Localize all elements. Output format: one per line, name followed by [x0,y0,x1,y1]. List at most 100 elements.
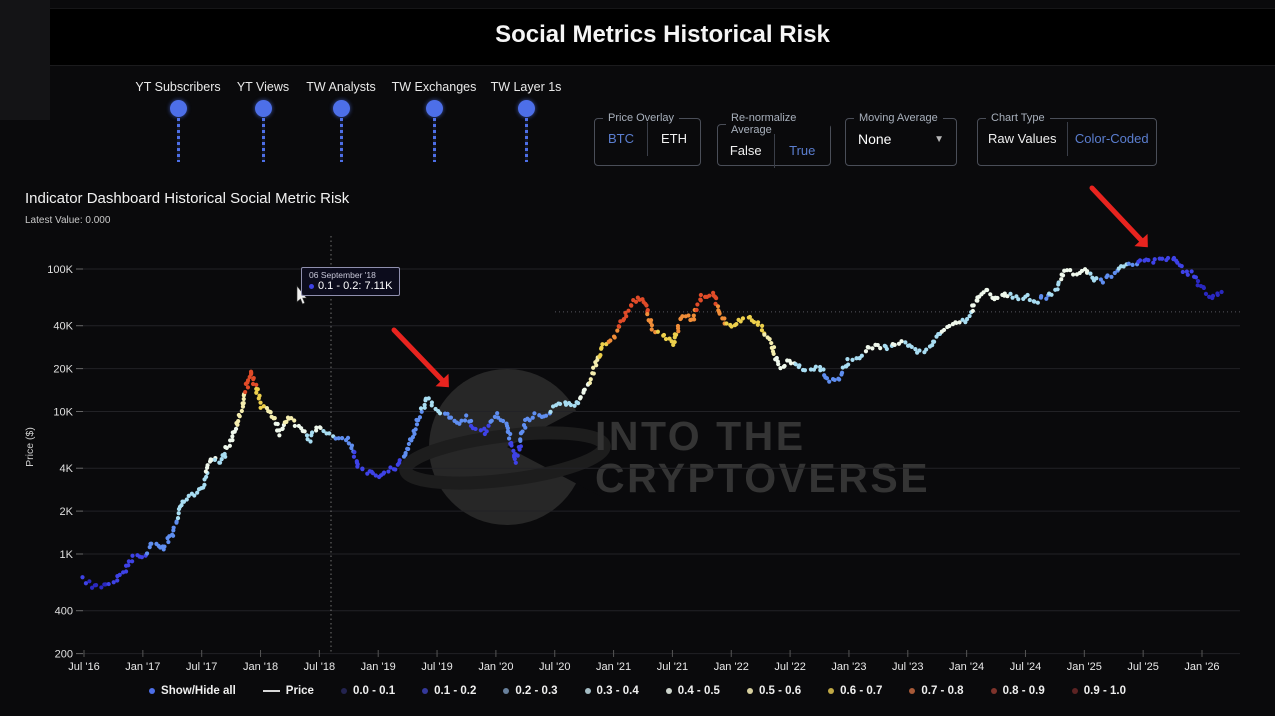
slider-label: YT Subscribers [135,80,221,94]
x-tick-label: Jul '18 [304,661,335,673]
y-tick-label: 100K [47,264,73,276]
chart-legend: Show/Hide all Price 0.0 - 0.1 0.1 - 0.2 0.2 … [0,685,1275,697]
red-arrow-annotation [391,327,449,388]
legend-label: 0.2 - 0.3 [515,685,558,697]
slider-label: TW Analysts [306,80,376,94]
legend-label: 0.5 - 0.6 [758,685,802,697]
slider-label: TW Layer 1s [490,80,562,94]
hover-tooltip: 06 September '18 0.1 - 0.2: 7.11K [301,267,401,296]
slider-knob[interactable] [169,100,187,117]
y-tick-label: 40K [53,321,73,333]
legend-band-0.8-0.9[interactable]: 0.8 - 0.9 [990,685,1045,697]
raw-values-button[interactable]: Raw Values [988,131,1057,146]
plot-area[interactable] [80,235,1240,655]
legend-label: 0.1 - 0.2 [434,685,477,697]
legend-label: 0.9 - 1.0 [1083,685,1126,697]
legend-dot-icon [340,688,347,694]
chart-type-legend: Chart Type [991,112,1045,124]
eth-button[interactable]: ETH [661,131,687,146]
watermark-text: INTO THE [595,413,806,459]
moving-average-dropdown[interactable]: None ▼ [846,124,956,154]
legend-band-0.9-1.0[interactable]: 0.9 - 1.0 [1071,685,1126,697]
legend-label: 0.3 - 0.4 [596,685,639,697]
x-tick-label: Jan '18 [243,661,278,673]
renormalize-false-button[interactable]: False [729,143,762,158]
watermark-text: CRYPTOVERSE [595,455,930,501]
price-series [80,255,1224,590]
slider-knob[interactable] [517,100,535,117]
divider [773,134,775,168]
slider-track[interactable] [432,118,436,162]
x-tick-label: Jan '20 [478,661,513,673]
x-tick-label: Jan '21 [596,661,631,673]
tooltip-date: 06 September '18 [309,270,376,280]
chart-title: Indicator Dashboard Historical Social Me… [25,190,350,207]
y-tick-label: 1K [60,549,74,561]
moving-average-group: Moving Average None ▼ [845,112,957,166]
chevron-down-icon: ▼ [934,133,944,145]
legend-band-0.4-0.5[interactable]: 0.4 - 0.5 [665,685,720,697]
legend-dot-icon [584,688,591,694]
legend-band-0.1-0.2[interactable]: 0.1 - 0.2 [422,685,476,697]
divider [1066,122,1068,156]
x-tick-label: Jan '24 [949,661,984,673]
divider [647,122,648,156]
btc-button[interactable]: BTC [608,131,634,146]
legend-band-0.6-0.7[interactable]: 0.6 - 0.7 [828,685,882,697]
legend-band-0.0-0.1[interactable]: 0.0 - 0.1 [340,685,395,697]
legend-line-icon [262,690,280,692]
slider-track[interactable] [261,118,265,162]
watermark: INTO THECRYPTOVERSE [399,369,930,525]
page-title: Social Metrics Historical Risk [495,21,830,48]
slider-knob[interactable] [254,100,272,117]
slider-track[interactable] [339,118,343,162]
chart-type-group: Chart Type Raw Values Color-Coded [977,112,1157,166]
red-arrow-annotation [1089,185,1148,248]
legend-show-hide-all[interactable]: Show/Hide all [149,685,236,697]
tooltip-series-dot [309,283,314,289]
legend-band-0.3-0.4[interactable]: 0.3 - 0.4 [584,685,639,697]
legend-label: 0.8 - 0.9 [1002,685,1045,697]
y-axis-title: Price ($) [24,427,36,467]
slider-knob[interactable] [425,100,443,117]
y-tick-label: 200 [55,649,73,661]
slider-track[interactable] [524,118,528,162]
legend-price[interactable]: Price [262,685,314,697]
x-tick-label: Jul '24 [1010,661,1041,673]
x-tick-label: Jul '19 [421,661,452,673]
slider-tw-exchanges: TW Exchanges [374,80,494,162]
legend-dot-icon [665,688,672,694]
legend-band-0.7-0.8[interactable]: 0.7 - 0.8 [909,685,964,697]
header-bar: Social Metrics Historical Risk [50,8,1275,66]
legend-label: 0.6 - 0.7 [840,685,883,697]
legend-label: 0.4 - 0.5 [677,685,720,697]
moving-average-legend: Moving Average [859,112,938,124]
x-tick-label: Jul '22 [774,661,805,673]
legend-band-0.5-0.6[interactable]: 0.5 - 0.6 [746,685,802,697]
renormalize-true-button[interactable]: True [789,143,816,158]
x-tick-label: Jan '17 [125,661,160,673]
legend-dot-icon [909,688,916,694]
color-coded-button[interactable]: Color-Coded [1074,131,1149,146]
legend-label: Price [285,685,314,697]
x-tick-label: Jan '25 [1067,661,1102,673]
x-tick-label: Jul '20 [539,661,570,673]
legend-dot-icon [503,688,510,694]
tooltip-value: 0.1 - 0.2: 7.11K [318,280,393,292]
x-tick-label: Jan '26 [1184,661,1219,673]
slider-knob[interactable] [332,100,350,117]
x-tick-label: Jan '19 [361,661,396,673]
x-tick-label: Jul '17 [186,661,217,673]
moving-average-value: None [858,131,892,147]
legend-band-0.2-0.3[interactable]: 0.2 - 0.3 [503,685,558,697]
slider-tw-layer-1s: TW Layer 1s [466,80,586,162]
slider-track[interactable] [176,118,180,162]
legend-dot-icon [149,688,156,694]
legend-dot-icon [1071,688,1078,694]
left-edge-panel [0,0,50,120]
slider-yt-subscribers: YT Subscribers [118,80,238,162]
y-tick-label: 4K [60,463,74,475]
legend-dot-icon [422,688,429,694]
y-tick-label: 2K [60,506,74,518]
